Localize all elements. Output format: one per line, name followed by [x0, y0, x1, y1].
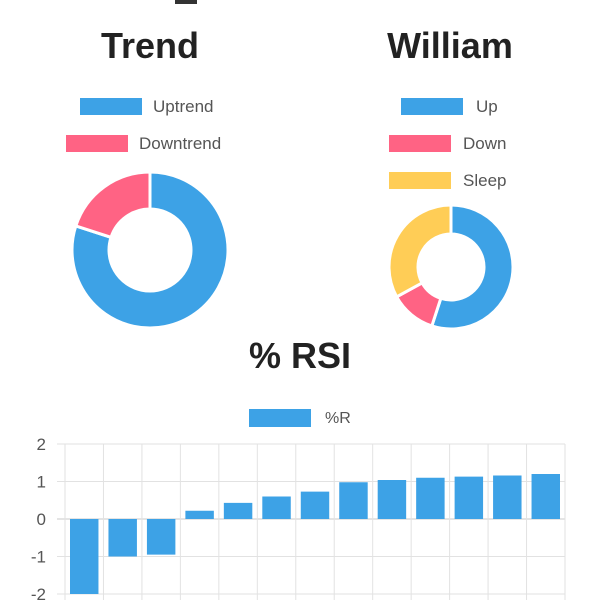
- legend-swatch-r[interactable]: [249, 409, 311, 427]
- rsi-y-axis: 2 1 0 -1 -2: [31, 435, 46, 600]
- rsi-bar[interactable]: [493, 475, 522, 520]
- william-panel: William Up Down Sleep: [387, 25, 515, 331]
- legend-label-uptrend[interactable]: Uptrend: [153, 97, 213, 116]
- y-tick-label: -2: [31, 585, 46, 600]
- y-tick-label: -1: [31, 548, 46, 567]
- rsi-bar[interactable]: [531, 474, 560, 519]
- legend-label-up[interactable]: Up: [476, 97, 498, 116]
- legend-label-down[interactable]: Down: [463, 134, 506, 153]
- rsi-bar[interactable]: [70, 519, 99, 594]
- slice-sleep[interactable]: [387, 203, 453, 299]
- top-cut-element: [175, 0, 197, 4]
- rsi-bar[interactable]: [339, 482, 368, 519]
- rsi-bar[interactable]: [146, 519, 176, 555]
- trend-legend: Uptrend Downtrend: [66, 97, 221, 153]
- rsi-bar[interactable]: [300, 491, 330, 519]
- rsi-panel: % RSI %R 2 1 0 -1 -2: [31, 335, 566, 600]
- rsi-grid: [57, 443, 566, 600]
- rsi-bar[interactable]: [454, 476, 484, 519]
- william-legend: Up Down Sleep: [389, 97, 506, 190]
- rsi-bars: [70, 474, 560, 594]
- william-chart-title: William: [387, 25, 513, 66]
- y-tick-label: 2: [37, 435, 46, 454]
- legend-label-downtrend[interactable]: Downtrend: [139, 134, 221, 153]
- rsi-bar[interactable]: [377, 480, 407, 519]
- legend-swatch-uptrend[interactable]: [80, 98, 142, 115]
- legend-swatch-up[interactable]: [401, 98, 463, 115]
- legend-label-sleep[interactable]: Sleep: [463, 171, 506, 190]
- rsi-bar[interactable]: [108, 519, 137, 557]
- legend-swatch-sleep[interactable]: [389, 172, 451, 189]
- rsi-chart-title: % RSI: [249, 335, 351, 376]
- rsi-bar[interactable]: [185, 510, 214, 519]
- rsi-bar[interactable]: [223, 502, 253, 519]
- y-tick-label: 1: [37, 473, 46, 492]
- y-tick-label: 0: [37, 510, 46, 529]
- rsi-bar[interactable]: [416, 477, 445, 519]
- william-doughnut: [387, 203, 515, 331]
- slice-uptrend[interactable]: [70, 170, 230, 330]
- rsi-bar[interactable]: [262, 496, 291, 520]
- trend-chart-title: Trend: [101, 25, 199, 66]
- trend-panel: Trend Uptrend Downtrend: [66, 25, 230, 330]
- legend-swatch-downtrend[interactable]: [66, 135, 128, 152]
- slice-downtrend[interactable]: [73, 170, 152, 240]
- slice-up[interactable]: [429, 203, 515, 331]
- legend-label-r[interactable]: %R: [325, 410, 351, 427]
- trend-doughnut: [70, 170, 230, 330]
- legend-swatch-down[interactable]: [389, 135, 451, 152]
